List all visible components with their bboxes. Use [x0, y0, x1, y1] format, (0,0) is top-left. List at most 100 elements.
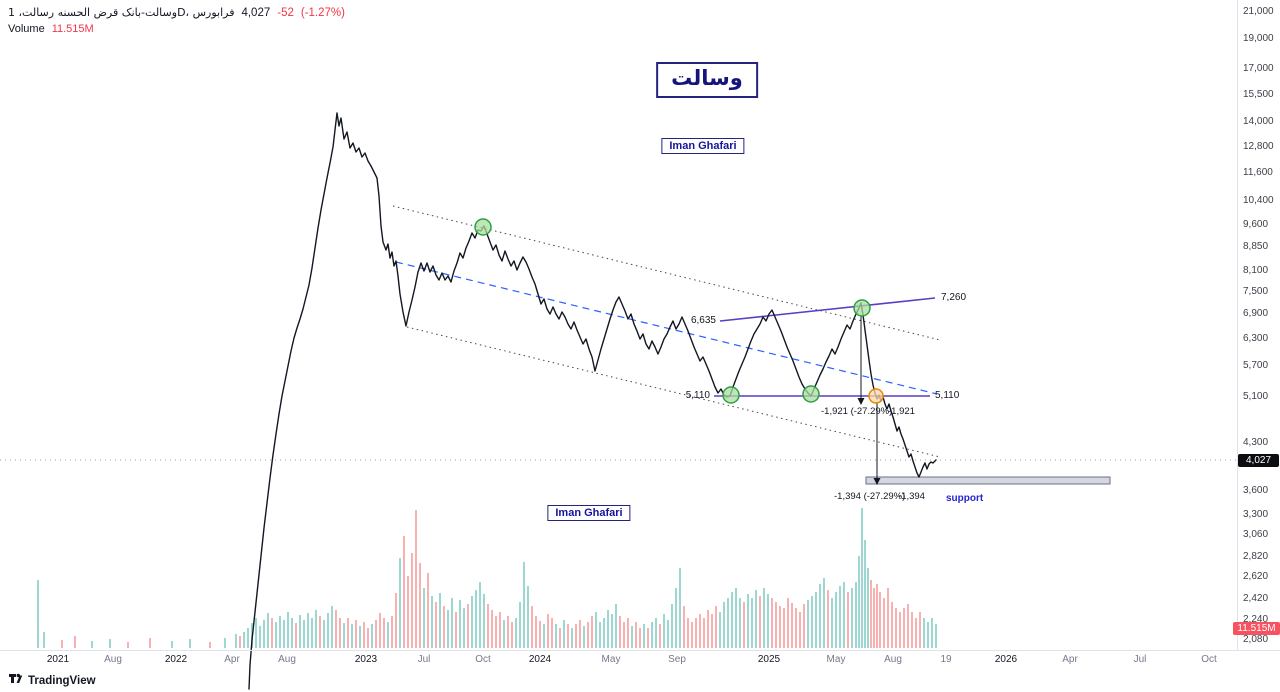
volume-bar [587, 622, 589, 648]
volume-bar [611, 614, 613, 648]
volume-bar [475, 590, 477, 648]
price-label-6635[interactable]: 6,635 [690, 315, 716, 326]
price-scale[interactable]: 21,000 19,000 17,000 15,500 14,000 12,800 11,6… [1240, 0, 1280, 650]
volume-bar [927, 622, 929, 648]
volume-bar [579, 620, 581, 648]
volume-badge: 11.515M [1233, 622, 1280, 635]
touch-marker-low-2[interactable] [802, 385, 820, 403]
volume-bar [623, 622, 625, 648]
volume-bar [235, 634, 237, 648]
volume-bar [507, 616, 509, 648]
resistance-trendline-6635-7260[interactable] [719, 297, 936, 322]
volume-bar [455, 612, 457, 648]
price-label-7260[interactable]: 7,260 [941, 292, 967, 303]
time-scale-tick: May [826, 654, 846, 665]
volume-bar [723, 602, 725, 648]
measure-label-2[interactable]: -1,394 (-27.29%) [834, 491, 906, 502]
volume-bar [539, 621, 541, 648]
breakdown-marker-orange[interactable] [868, 388, 884, 404]
measure-label-2b[interactable]: -1,394 [898, 491, 925, 502]
tradingview-watermark[interactable]: TradingView [8, 671, 96, 691]
volume-bar [639, 628, 641, 648]
volume-bar [858, 556, 860, 648]
volume-bar [479, 582, 481, 648]
volume-bar [867, 568, 869, 648]
volume-bar [891, 602, 893, 648]
volume-bar [171, 641, 173, 648]
volume-bar [563, 620, 565, 648]
volume-bar [315, 610, 317, 648]
volume-bar [299, 615, 301, 648]
volume-bar [915, 618, 917, 648]
price-scale-tick: 9,600 [1243, 219, 1269, 230]
volume-bar [467, 604, 469, 648]
volume-bar [379, 613, 381, 648]
volume-bar [851, 588, 853, 648]
volume-bar [811, 596, 813, 648]
time-scale[interactable]: 2021 Aug 2022 Apr Aug 2023 Jul Oct 2024 May Sep 202… [0, 651, 1237, 669]
volume-bar [271, 618, 273, 648]
volume-bar [419, 563, 421, 648]
price-label-5110-right[interactable]: 5,110 [935, 390, 960, 401]
volume-bar [559, 628, 561, 648]
volume-bar [351, 624, 353, 648]
channel-mid-line[interactable] [395, 261, 938, 395]
time-scale-tick: Sep [668, 654, 686, 665]
symbol-title[interactable]: وسالت-بانک قرض الحسنه رسالت، 1D، فرابورس [8, 6, 235, 19]
volume-bar [127, 642, 129, 648]
channel-bottom-line[interactable] [406, 326, 941, 458]
support-zone-box[interactable] [865, 476, 1111, 485]
volume-bar [375, 620, 377, 648]
volume-bar [887, 588, 889, 648]
volume-bar [575, 624, 577, 648]
author-label-top[interactable]: Iman Ghafari [661, 138, 745, 154]
volume-bar [791, 603, 793, 648]
volume-bar [870, 580, 872, 648]
price-scale-tick: 2,080 [1243, 634, 1269, 645]
volume-bar [643, 624, 645, 648]
volume-bar [847, 592, 849, 648]
support-label[interactable]: support [946, 493, 984, 504]
touch-marker-low-1[interactable] [722, 386, 740, 404]
volume-bar [931, 618, 933, 648]
volume-bar [855, 582, 857, 648]
volume-bar [363, 622, 365, 648]
volume-bar [343, 623, 345, 648]
author-label-bottom[interactable]: Iman Ghafari [547, 505, 631, 521]
price-scale-tick: 2,240 [1243, 614, 1269, 625]
volume-bar [687, 618, 689, 648]
measure-label-1b[interactable]: -1,921 [888, 406, 915, 417]
tradingview-brand: TradingView [28, 675, 96, 687]
time-scale-tick: 19 [940, 654, 952, 665]
volume-bar [367, 628, 369, 648]
volume-bar [189, 639, 191, 648]
volume-bar [61, 640, 63, 648]
price-scale-tick: 15,500 [1243, 89, 1274, 100]
volume-bar [663, 614, 665, 648]
price-label-5110-left[interactable]: 5,110 [685, 390, 710, 401]
volume-bar [567, 624, 569, 648]
volume-bar [876, 584, 878, 648]
volume-bar [883, 598, 885, 648]
volume-bar [323, 620, 325, 648]
touch-marker-high-7260[interactable] [853, 299, 871, 317]
time-scale-tick: Apr [224, 654, 240, 665]
price-scale-tick: 19,000 [1243, 33, 1274, 44]
volume-bar [647, 628, 649, 648]
volume-bar [515, 618, 517, 648]
price-scale-tick: 5,700 [1243, 360, 1269, 371]
volume-bar [699, 614, 701, 648]
volume-bar [795, 608, 797, 648]
volume-bar [731, 592, 733, 648]
time-scale-tick: May [601, 654, 621, 665]
volume-bar [627, 618, 629, 648]
volume-indicator-label[interactable]: Volume [8, 23, 45, 35]
time-scale-tick: Oct [1201, 654, 1217, 665]
price-scale-tick: 5,100 [1243, 391, 1269, 402]
measure-label-1[interactable]: -1,921 (-27.29%) [821, 406, 893, 417]
volume-bar [535, 616, 537, 648]
volume-bar [831, 598, 833, 648]
chart-title-box[interactable]: وسالت [656, 62, 758, 98]
touch-marker-channel-top[interactable] [474, 218, 492, 236]
